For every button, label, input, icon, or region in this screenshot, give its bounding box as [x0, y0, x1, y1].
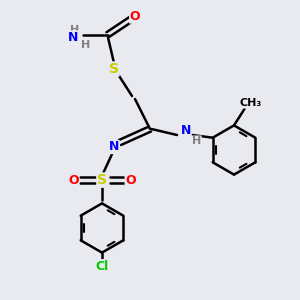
- Text: S: S: [109, 62, 119, 76]
- Text: N: N: [109, 140, 119, 154]
- Text: O: O: [68, 173, 79, 187]
- Text: O: O: [125, 173, 136, 187]
- Text: H: H: [70, 25, 80, 35]
- Text: S: S: [97, 173, 107, 187]
- Text: CH₃: CH₃: [239, 98, 262, 108]
- Text: N: N: [68, 31, 79, 44]
- Text: Cl: Cl: [95, 260, 109, 273]
- Text: N: N: [181, 124, 191, 137]
- Text: H: H: [81, 40, 90, 50]
- Text: O: O: [130, 10, 140, 23]
- Text: H: H: [192, 136, 201, 146]
